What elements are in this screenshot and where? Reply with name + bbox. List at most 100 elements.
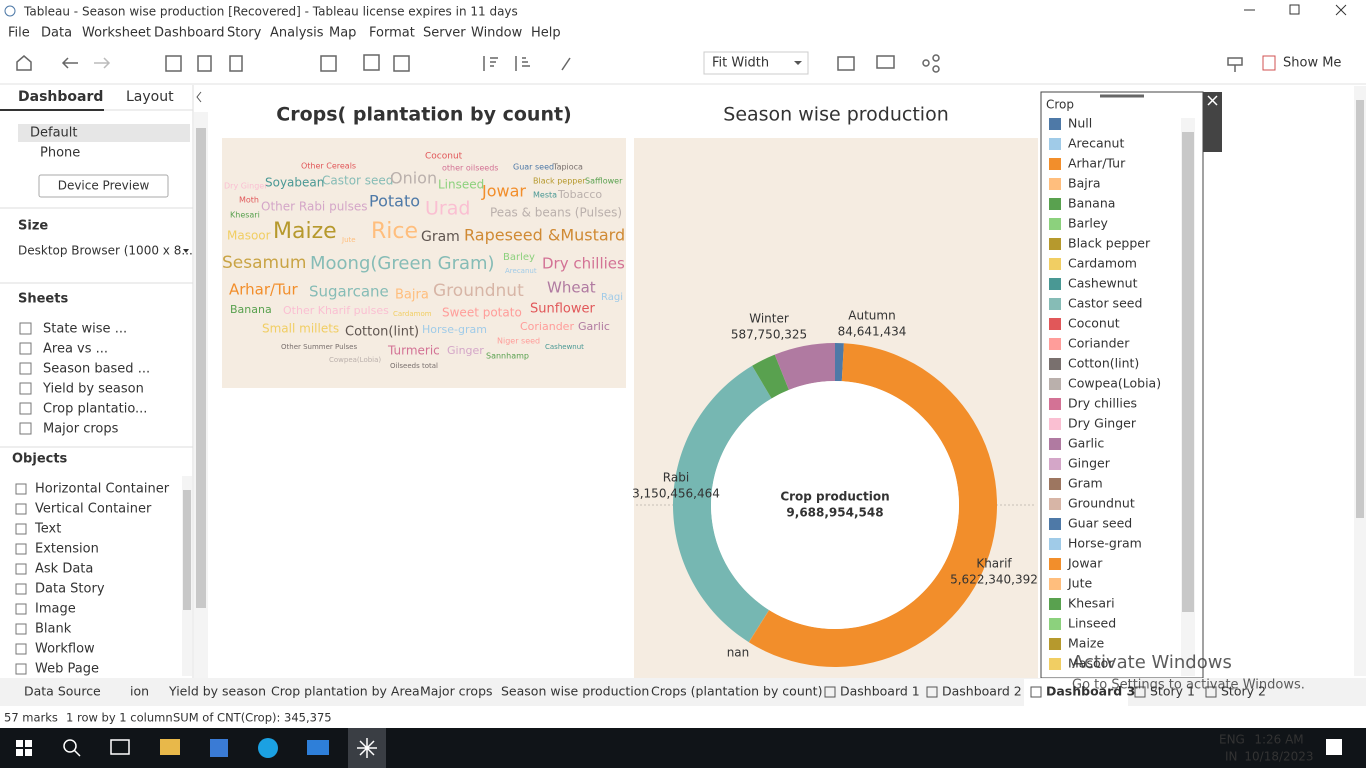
- word[interactable]: Tapioca: [552, 163, 583, 172]
- word[interactable]: Bajra: [395, 288, 429, 303]
- word[interactable]: Tobacco: [557, 188, 602, 201]
- legend-item[interactable]: Jute: [1067, 576, 1093, 591]
- legend-item[interactable]: Gram: [1068, 476, 1103, 491]
- sheet-tab[interactable]: Dashboard 1: [840, 684, 920, 699]
- donut-segment[interactable]: [748, 609, 770, 643]
- word[interactable]: Maize: [273, 219, 337, 244]
- word[interactable]: Ragi: [601, 292, 623, 303]
- sheet-tab[interactable]: Data Source: [24, 684, 101, 699]
- donut-segment[interactable]: [752, 354, 789, 399]
- donut-segment[interactable]: [774, 343, 835, 390]
- donut-segment[interactable]: [749, 343, 997, 667]
- sheet-tab[interactable]: Yield by season: [168, 684, 266, 699]
- word[interactable]: Sugarcane: [309, 283, 389, 301]
- word[interactable]: Arecanut: [505, 267, 537, 275]
- toolbar-icons[interactable]: [16, 54, 1243, 73]
- menu-item[interactable]: Dashboard: [154, 26, 225, 41]
- word[interactable]: Moth: [239, 196, 259, 205]
- fit-dropdown-label[interactable]: Fit Width: [712, 56, 769, 71]
- word[interactable]: Jute: [341, 236, 356, 244]
- word[interactable]: Castor seed: [322, 174, 393, 188]
- word[interactable]: Other Kharif pulses: [283, 304, 389, 317]
- menu-item[interactable]: File: [8, 26, 30, 41]
- word[interactable]: Sunflower: [530, 302, 596, 317]
- word[interactable]: Groundnut: [433, 281, 524, 301]
- word[interactable]: Gram: [421, 229, 460, 245]
- word[interactable]: Coriander: [520, 320, 574, 333]
- object-item[interactable]: Ask Data: [35, 562, 93, 577]
- menu-item[interactable]: Map: [329, 26, 356, 41]
- sheet-item[interactable]: Crop plantatio...: [43, 402, 147, 417]
- word[interactable]: Horse-gram: [422, 323, 487, 336]
- legend-item[interactable]: Dry Ginger: [1068, 416, 1137, 431]
- legend-item[interactable]: Ginger: [1068, 456, 1111, 471]
- menu-item[interactable]: Worksheet: [82, 26, 151, 41]
- taskbar-date[interactable]: 10/18/2023: [1244, 750, 1313, 764]
- legend-item[interactable]: Jowar: [1067, 556, 1103, 571]
- word[interactable]: Other Rabi pulses: [261, 200, 368, 214]
- object-item[interactable]: Image: [35, 602, 76, 617]
- word[interactable]: Cardamom: [393, 310, 432, 318]
- word[interactable]: Niger seed: [497, 337, 540, 346]
- panel-tab[interactable]: Dashboard: [18, 89, 103, 105]
- legend-item[interactable]: Black pepper: [1068, 236, 1151, 251]
- word[interactable]: Sannhamp: [486, 352, 529, 361]
- sheet-item[interactable]: State wise ...: [43, 322, 127, 337]
- word[interactable]: Dry Ginger: [224, 182, 268, 191]
- legend-item[interactable]: Cashewnut: [1068, 276, 1138, 291]
- word[interactable]: Potato: [369, 192, 420, 211]
- device[interactable]: Phone: [40, 146, 80, 161]
- legend-item[interactable]: Castor seed: [1068, 296, 1142, 311]
- device-preview-button[interactable]: [38, 174, 169, 198]
- word[interactable]: Urad: [425, 198, 470, 220]
- menu-item[interactable]: Format: [369, 26, 415, 41]
- legend-item[interactable]: Cardamom: [1068, 256, 1137, 271]
- sheet-item[interactable]: Major crops: [43, 422, 119, 437]
- show-me[interactable]: Show Me: [1283, 56, 1341, 71]
- word[interactable]: Khesari: [230, 211, 260, 220]
- legend-item[interactable]: Cowpea(Lobia): [1068, 376, 1161, 391]
- object-item[interactable]: Extension: [35, 542, 99, 557]
- word[interactable]: Cowpea(Lobia): [329, 356, 381, 364]
- legend-item[interactable]: Masoor: [1068, 656, 1114, 671]
- word[interactable]: Banana: [230, 303, 272, 316]
- legend-item[interactable]: Khesari: [1068, 596, 1115, 611]
- word[interactable]: Rice: [371, 219, 418, 244]
- word[interactable]: Safflower: [585, 177, 623, 186]
- word[interactable]: Other Cereals: [301, 162, 356, 171]
- size-value[interactable]: Desktop Browser (1000 x 8...: [18, 244, 193, 258]
- word[interactable]: Soyabean: [265, 176, 324, 190]
- sheet-item[interactable]: Area vs ...: [43, 342, 108, 357]
- legend-toolbar[interactable]: [1203, 92, 1222, 152]
- word[interactable]: Turmeric: [387, 344, 440, 358]
- word[interactable]: Other Summer Pulses: [281, 343, 357, 351]
- menu-item[interactable]: Analysis: [270, 26, 324, 41]
- sheet-tab[interactable]: Dashboard 2: [942, 684, 1022, 699]
- word[interactable]: Oilseeds total: [390, 362, 438, 370]
- word[interactable]: Rapeseed &Mustard: [464, 226, 625, 245]
- word[interactable]: Sesamum: [222, 253, 306, 273]
- legend-item[interactable]: Garlic: [1068, 436, 1104, 451]
- legend-close[interactable]: [1207, 95, 1218, 106]
- donut-segment[interactable]: [835, 343, 844, 382]
- word[interactable]: Peas & beans (Pulses): [490, 206, 622, 220]
- object-item[interactable]: Horizontal Container: [35, 482, 170, 497]
- word[interactable]: Moong(Green Gram): [310, 253, 495, 274]
- scrollbar-thumb[interactable]: [196, 128, 206, 608]
- word[interactable]: Cotton(lint): [345, 325, 419, 340]
- word[interactable]: Coconut: [425, 152, 463, 162]
- legend-item[interactable]: Maize: [1068, 636, 1104, 651]
- object-item[interactable]: Web Page: [35, 662, 99, 677]
- sheet-tab[interactable]: Story 2: [1221, 684, 1266, 699]
- legend-item[interactable]: Coconut: [1068, 316, 1120, 331]
- taskbar-icons[interactable]: [16, 738, 1342, 758]
- word[interactable]: Mesta: [533, 191, 557, 200]
- word[interactable]: Ginger: [447, 344, 484, 357]
- sheet-tab[interactable]: ion: [130, 684, 149, 699]
- taskbar-lang[interactable]: ENG: [1219, 733, 1245, 747]
- sheet-tab[interactable]: Dashboard 3: [1046, 684, 1135, 699]
- taskbar-region[interactable]: IN: [1225, 750, 1238, 764]
- sheet-tab[interactable]: Major crops: [420, 684, 493, 699]
- device-preview-label[interactable]: Device Preview: [58, 179, 150, 193]
- word[interactable]: Garlic: [578, 320, 610, 333]
